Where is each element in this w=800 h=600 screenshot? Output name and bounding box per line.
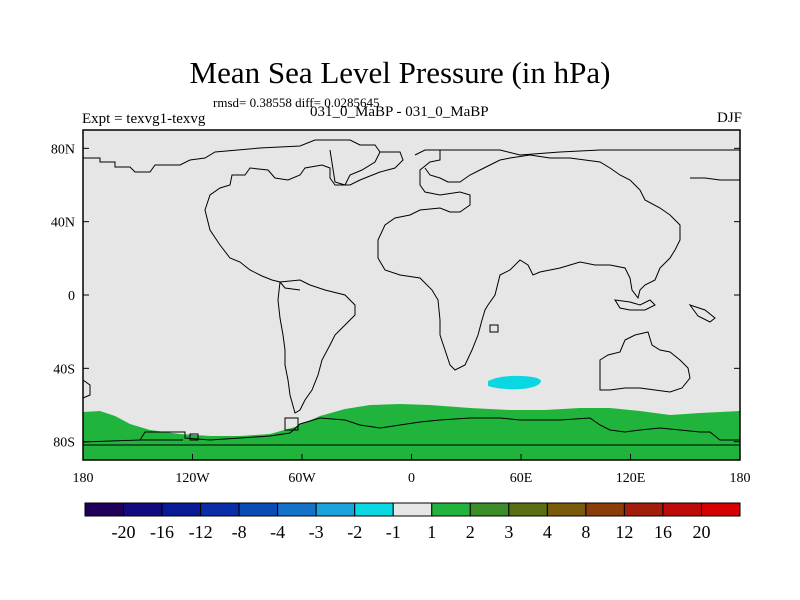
colorbar-swatch xyxy=(238,502,279,517)
x-tick-label: 180 xyxy=(730,471,751,486)
coastlines xyxy=(82,139,740,446)
x-tick-label: 120E xyxy=(616,471,646,486)
y-tick-label: 40S xyxy=(53,362,75,377)
colorbar-swatch xyxy=(662,502,702,517)
colorbar-swatch xyxy=(315,502,356,517)
x-tick-label: 60E xyxy=(510,471,533,486)
colorbar-swatch xyxy=(277,502,317,517)
y-tick-label: 40N xyxy=(51,216,75,231)
colorbar-label: 1 xyxy=(427,522,436,542)
colorbar: -20 -16 -12 -8 -4 -3 -2 -1 1 2 3 4 8 12 16 20 xyxy=(84,502,741,542)
colorbar-label: 16 xyxy=(654,522,672,542)
colorbar-swatch xyxy=(546,502,587,517)
colorbar-swatch xyxy=(508,502,548,517)
colorbar-swatch xyxy=(354,502,394,517)
y-tick-label: 80S xyxy=(53,436,75,451)
y-tick-label: 80N xyxy=(51,142,75,157)
colorbar-label: -20 xyxy=(112,522,136,542)
x-tick-label: 0 xyxy=(408,471,415,486)
colorbar-label: 8 xyxy=(581,522,590,542)
x-axis-ticks: 180 120W 60W 0 60E 120E 180 xyxy=(73,454,751,486)
stats-label: rmsd= 0.38558 diff= 0.0285645 xyxy=(213,95,380,110)
chart-title: Mean Sea Level Pressure (in hPa) xyxy=(189,55,611,90)
colorbar-label: 20 xyxy=(692,522,710,542)
colorbar-swatch xyxy=(84,502,125,517)
colorbar-swatch xyxy=(623,502,664,517)
colorbar-swatch xyxy=(469,502,510,517)
colorbar-swatch xyxy=(161,502,202,517)
y-axis-ticks: 80N 40N 0 40S 80S xyxy=(51,142,740,451)
colorbar-swatch xyxy=(123,502,163,517)
colorbar-label: -3 xyxy=(309,522,324,542)
y-tick-label: 0 xyxy=(68,289,75,304)
colorbar-label: 3 xyxy=(504,522,513,542)
colorbar-swatch xyxy=(200,502,240,517)
colorbar-swatch xyxy=(700,502,741,517)
colorbar-label: 2 xyxy=(466,522,475,542)
colorbar-swatch xyxy=(392,502,433,517)
colorbar-label: -16 xyxy=(150,522,174,542)
colorbar-swatch xyxy=(585,502,625,517)
season-label: DJF xyxy=(716,110,742,126)
experiment-label: Expt = texvg1-texvg xyxy=(82,111,206,127)
colorbar-swatch xyxy=(431,502,471,517)
case-label: 031_0_MaBP - 031_0_MaBP xyxy=(310,104,489,120)
colorbar-label: 12 xyxy=(615,522,633,542)
positive-anomaly-region xyxy=(83,404,740,460)
colorbar-label: -8 xyxy=(232,522,247,542)
colorbar-label: -12 xyxy=(189,522,213,542)
colorbar-label: -2 xyxy=(347,522,362,542)
colorbar-label: -4 xyxy=(270,522,285,542)
x-tick-label: 180 xyxy=(73,471,94,486)
negative-anomaly-region xyxy=(488,375,541,390)
colorbar-label: -1 xyxy=(386,522,401,542)
colorbar-label: 4 xyxy=(543,522,552,542)
x-tick-label: 60W xyxy=(288,471,316,486)
x-tick-label: 120W xyxy=(175,471,210,486)
